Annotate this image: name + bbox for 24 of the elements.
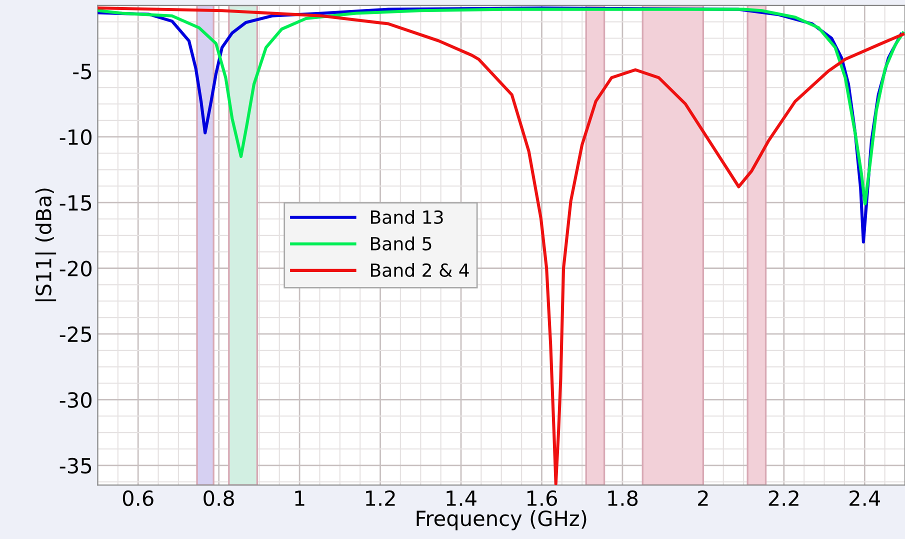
- legend-label: Band 5: [371, 236, 432, 250]
- x-axis-title: Frequency (GHz): [416, 510, 586, 530]
- x-tick-label: 1.4: [446, 490, 476, 506]
- y-tick-label: -5: [73, 64, 92, 80]
- line-series: [98, 8, 905, 206]
- y-tick-label: -30: [60, 392, 92, 408]
- x-tick-label: 1.2: [366, 490, 395, 506]
- legend-label: Band 13: [371, 210, 443, 224]
- x-tick-label: 1.8: [608, 490, 638, 506]
- line-series: [98, 6, 905, 486]
- legend-label: Band 2 & 4: [371, 263, 469, 277]
- x-tick-label: 1: [295, 490, 304, 506]
- x-tick-label: 2.2: [768, 490, 798, 506]
- x-tick-label: 2.4: [850, 490, 880, 506]
- y-tick-label: -15: [60, 195, 92, 211]
- x-tick-label: 0.8: [204, 490, 234, 506]
- x-tick-label: 2: [698, 490, 708, 506]
- y-tick-label: -35: [60, 458, 92, 474]
- y-axis-title: |S11| (dBa): [35, 188, 56, 302]
- y-tick-label: -25: [60, 326, 92, 342]
- y-tick-label: -20: [60, 260, 92, 276]
- y-tick-label: -10: [60, 129, 92, 146]
- x-tick-label: 0.6: [122, 490, 154, 506]
- x-tick-label: 1.6: [527, 490, 557, 506]
